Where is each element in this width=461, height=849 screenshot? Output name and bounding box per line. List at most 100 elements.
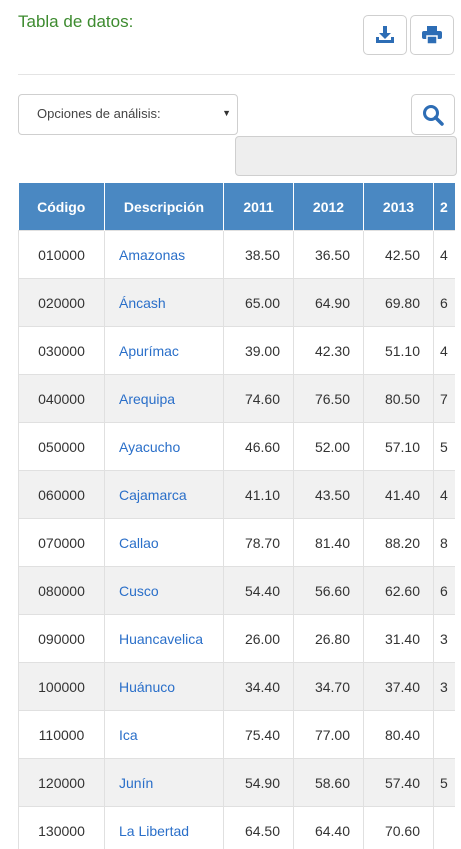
search-icon [423, 104, 444, 126]
download-button[interactable] [363, 15, 407, 55]
table-row: 130000 La Libertad 64.50 64.40 70.60 [18, 806, 455, 849]
cell-2011: 65.00 [223, 278, 294, 327]
table-row: 070000 Callao 78.70 81.40 88.20 8 [18, 518, 455, 567]
column-header-2013[interactable]: 2013 [363, 183, 434, 231]
cell-description-link[interactable]: Cajamarca [104, 470, 224, 519]
cell-2013: 37.40 [363, 662, 434, 711]
cell-code: 080000 [18, 566, 105, 615]
table-header-row: Código Descripción 2011 2012 2013 2 [18, 183, 455, 231]
cell-2011: 34.40 [223, 662, 294, 711]
cell-2013: 41.40 [363, 470, 434, 519]
cell-next-year [433, 806, 455, 849]
cell-description-link[interactable]: Cusco [104, 566, 224, 615]
download-icon [376, 26, 394, 43]
cell-code: 030000 [18, 326, 105, 375]
cell-2013: 42.50 [363, 230, 434, 279]
cell-description-link[interactable]: Huánuco [104, 662, 224, 711]
cell-next-year: 6 [433, 566, 455, 615]
cell-description-link[interactable]: Junín [104, 758, 224, 807]
cell-2013: 57.10 [363, 422, 434, 471]
cell-code: 010000 [18, 230, 105, 279]
column-header-next[interactable]: 2 [433, 183, 455, 231]
analysis-options-select[interactable]: Opciones de análisis: ▼ [18, 94, 238, 135]
cell-2011: 39.00 [223, 326, 294, 375]
cell-next-year: 5 [433, 422, 455, 471]
cell-code: 040000 [18, 374, 105, 423]
cell-2012: 36.50 [293, 230, 364, 279]
cell-code: 060000 [18, 470, 105, 519]
cell-code: 130000 [18, 806, 105, 849]
cell-2011: 54.40 [223, 566, 294, 615]
cell-next-year: 5 [433, 758, 455, 807]
analysis-options-label: Opciones de análisis: [37, 106, 161, 121]
cell-2013: 80.40 [363, 710, 434, 759]
cell-2011: 78.70 [223, 518, 294, 567]
cell-next-year: 3 [433, 662, 455, 711]
cell-2012: 26.80 [293, 614, 364, 663]
cell-2012: 43.50 [293, 470, 364, 519]
cell-2012: 81.40 [293, 518, 364, 567]
cell-next-year: 8 [433, 518, 455, 567]
cell-next-year: 4 [433, 230, 455, 279]
cell-2012: 56.60 [293, 566, 364, 615]
table-row: 110000 Ica 75.40 77.00 80.40 [18, 710, 455, 759]
cell-description-link[interactable]: Callao [104, 518, 224, 567]
cell-2012: 58.60 [293, 758, 364, 807]
cell-2011: 54.90 [223, 758, 294, 807]
cell-2012: 64.40 [293, 806, 364, 849]
cell-description-link[interactable]: Apurímac [104, 326, 224, 375]
cell-2011: 75.40 [223, 710, 294, 759]
cell-2013: 88.20 [363, 518, 434, 567]
table-row: 080000 Cusco 54.40 56.60 62.60 6 [18, 566, 455, 615]
data-table: Código Descripción 2011 2012 2013 2 0100… [18, 183, 455, 849]
cell-2012: 77.00 [293, 710, 364, 759]
cell-code: 100000 [18, 662, 105, 711]
cell-description-link[interactable]: Ica [104, 710, 224, 759]
cell-2012: 34.70 [293, 662, 364, 711]
table-row: 020000 Áncash 65.00 64.90 69.80 6 [18, 278, 455, 327]
table-row: 050000 Ayacucho 46.60 52.00 57.10 5 [18, 422, 455, 471]
data-table-container: Código Descripción 2011 2012 2013 2 0100… [18, 183, 455, 849]
cell-2013: 31.40 [363, 614, 434, 663]
cell-2012: 42.30 [293, 326, 364, 375]
cell-description-link[interactable]: Huancavelica [104, 614, 224, 663]
cell-2011: 46.60 [223, 422, 294, 471]
cell-2011: 26.00 [223, 614, 294, 663]
cell-description-link[interactable]: Amazonas [104, 230, 224, 279]
cell-description-link[interactable]: Arequipa [104, 374, 224, 423]
search-input[interactable] [235, 136, 457, 176]
cell-description-link[interactable]: La Libertad [104, 806, 224, 849]
cell-2011: 64.50 [223, 806, 294, 849]
page-title: Tabla de datos: [18, 12, 134, 31]
table-row: 040000 Arequipa 74.60 76.50 80.50 7 [18, 374, 455, 423]
cell-2013: 80.50 [363, 374, 434, 423]
cell-2011: 41.10 [223, 470, 294, 519]
cell-code: 070000 [18, 518, 105, 567]
table-row: 120000 Junín 54.90 58.60 57.40 5 [18, 758, 455, 807]
cell-code: 110000 [18, 710, 105, 759]
table-row: 010000 Amazonas 38.50 36.50 42.50 4 [18, 230, 455, 279]
cell-2012: 64.90 [293, 278, 364, 327]
column-header-code[interactable]: Código [18, 183, 105, 231]
cell-code: 120000 [18, 758, 105, 807]
cell-code: 020000 [18, 278, 105, 327]
cell-2013: 70.60 [363, 806, 434, 849]
search-button[interactable] [411, 94, 455, 135]
header-divider [18, 74, 455, 75]
table-body: 010000 Amazonas 38.50 36.50 42.50 4 020000 Ánca… [18, 230, 455, 849]
cell-2013: 69.80 [363, 278, 434, 327]
column-header-description[interactable]: Descripción [104, 183, 224, 231]
cell-code: 090000 [18, 614, 105, 663]
column-header-2012[interactable]: 2012 [293, 183, 364, 231]
cell-2013: 62.60 [363, 566, 434, 615]
print-button[interactable] [410, 15, 454, 55]
cell-2012: 52.00 [293, 422, 364, 471]
cell-2011: 74.60 [223, 374, 294, 423]
cell-next-year: 7 [433, 374, 455, 423]
cell-next-year: 4 [433, 470, 455, 519]
cell-description-link[interactable]: Ayacucho [104, 422, 224, 471]
cell-description-link[interactable]: Áncash [104, 278, 224, 327]
cell-2011: 38.50 [223, 230, 294, 279]
cell-next-year: 4 [433, 326, 455, 375]
column-header-2011[interactable]: 2011 [223, 183, 294, 231]
